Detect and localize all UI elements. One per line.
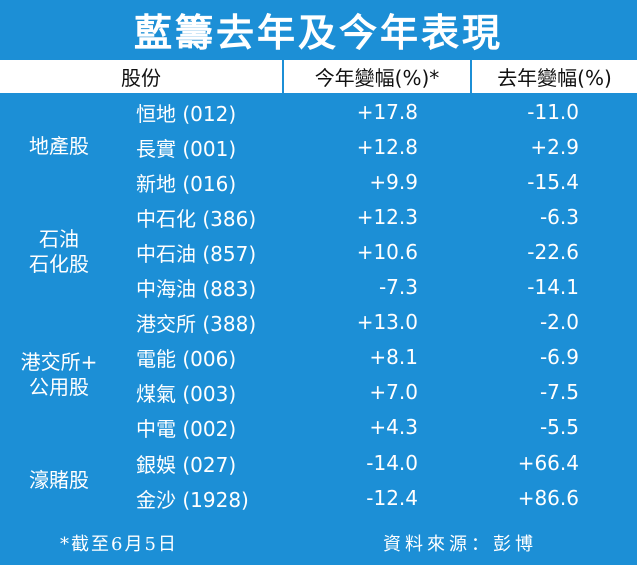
row-7-last-year: -2.0 (472, 305, 637, 339)
row-4-stock: 中石化 (386) (120, 200, 282, 234)
row-7-this-year: +13.0 (284, 305, 470, 339)
row-1-last-year: -11.0 (472, 95, 637, 129)
group-gaming: 濠賭股 (0, 446, 118, 515)
group-utilities: 港交所+ 公用股 (0, 305, 118, 444)
row-1-this-year: +17.8 (284, 95, 470, 129)
row-12-last-year: +86.6 (472, 481, 637, 515)
row-8-stock: 電能 (006) (120, 340, 282, 374)
row-8-last-year: -6.9 (472, 340, 637, 374)
group-gaming-label: 濠賭股 (29, 468, 89, 492)
row-8-this-year: +8.1 (284, 340, 470, 374)
group-oil-label-1: 石油 (39, 226, 79, 251)
footer: *截至6月5日 資料來源：彭博 (0, 523, 637, 565)
row-5-this-year: +10.6 (284, 235, 470, 269)
row-1-stock: 恒地 (012) (120, 95, 282, 129)
source-credit: 資料來源：彭博 (383, 534, 537, 555)
row-9-this-year: +7.0 (284, 375, 470, 409)
row-6-stock: 中海油 (883) (120, 270, 282, 304)
row-9-last-year: -7.5 (472, 375, 637, 409)
header-last-year: 去年變幅(%) (472, 60, 637, 93)
row-4-last-year: -6.3 (472, 200, 637, 234)
row-12-stock: 金沙 (1928) (120, 481, 282, 515)
row-10-stock: 中電 (002) (120, 410, 282, 444)
row-3-stock: 新地 (016) (120, 165, 282, 199)
group-oil: 石油 石化股 (0, 200, 118, 303)
row-11-stock: 銀娛 (027) (120, 446, 282, 480)
row-3-this-year: +9.9 (284, 165, 470, 199)
page-title: 藍籌去年及今年表現 (133, 9, 503, 55)
group-oil-label-2: 石化股 (29, 251, 89, 276)
row-9-stock: 煤氣 (003) (120, 375, 282, 409)
footnote: *截至6月5日 (60, 534, 178, 555)
row-7-stock: 港交所 (388) (120, 305, 282, 339)
row-5-last-year: -22.6 (472, 235, 637, 269)
row-6-this-year: -7.3 (284, 270, 470, 304)
row-2-last-year: +2.9 (472, 130, 637, 164)
row-10-last-year: -5.5 (472, 410, 637, 444)
row-12-this-year: -12.4 (284, 481, 470, 515)
group-property: 地產股 (0, 95, 118, 198)
group-utilities-label-1: 港交所+ (20, 349, 98, 374)
header-this-year: 今年變幅(%)* (284, 60, 470, 93)
row-4-this-year: +12.3 (284, 200, 470, 234)
group-utilities-label-2: 公用股 (29, 374, 89, 399)
row-10-this-year: +4.3 (284, 410, 470, 444)
row-6-last-year: -14.1 (472, 270, 637, 304)
row-11-this-year: -14.0 (284, 446, 470, 480)
row-2-this-year: +12.8 (284, 130, 470, 164)
header-stock: 股份 (0, 60, 282, 93)
row-11-last-year: +66.4 (472, 446, 637, 480)
group-property-label: 地產股 (29, 134, 89, 158)
row-3-last-year: -15.4 (472, 165, 637, 199)
row-5-stock: 中石油 (857) (120, 235, 282, 269)
row-2-stock: 長實 (001) (120, 130, 282, 164)
